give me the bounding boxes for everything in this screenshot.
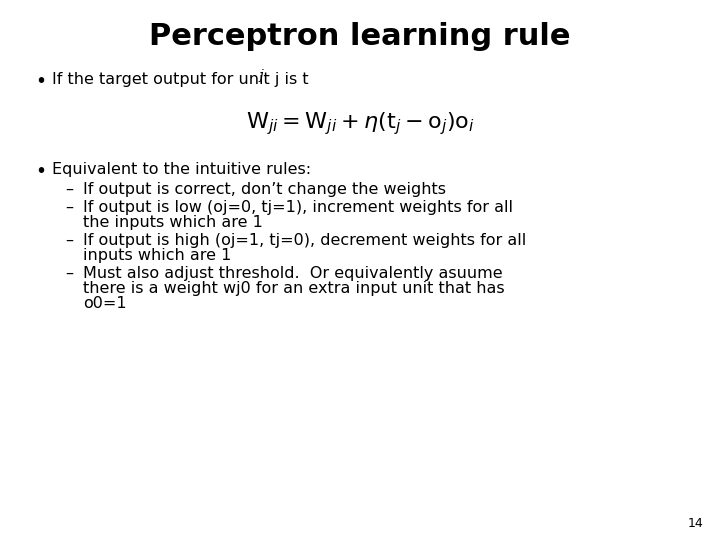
Text: Equivalent to the intuitive rules:: Equivalent to the intuitive rules: [52, 162, 311, 177]
Text: $\mathsf{W}_{ji} = \mathsf{W}_{ji} + \eta(\mathsf{t}_{j} - \mathsf{o}_{j})\maths: $\mathsf{W}_{ji} = \mathsf{W}_{ji} + \et… [246, 110, 474, 137]
Text: there is a weight wj0 for an extra input unit that has: there is a weight wj0 for an extra input… [83, 281, 505, 296]
Text: –: – [65, 266, 73, 281]
Text: Perceptron learning rule: Perceptron learning rule [149, 22, 571, 51]
Text: –: – [65, 182, 73, 197]
Text: 14: 14 [688, 517, 703, 530]
Text: –: – [65, 200, 73, 215]
Text: If the target output for unit j is t: If the target output for unit j is t [52, 72, 309, 87]
Text: inputs which are 1: inputs which are 1 [83, 248, 231, 263]
Text: If output is high (oj=1, tj=0), decrement weights for all: If output is high (oj=1, tj=0), decremen… [83, 233, 526, 248]
Text: o0=1: o0=1 [83, 296, 127, 311]
Text: –: – [65, 233, 73, 248]
Text: If output is correct, don’t change the weights: If output is correct, don’t change the w… [83, 182, 446, 197]
Text: Must also adjust threshold.  Or equivalently asuume: Must also adjust threshold. Or equivalen… [83, 266, 503, 281]
Text: •: • [35, 162, 46, 181]
Text: If output is low (oj=0, tj=1), increment weights for all: If output is low (oj=0, tj=1), increment… [83, 200, 513, 215]
Text: •: • [35, 72, 46, 91]
Text: the inputs which are 1: the inputs which are 1 [83, 215, 263, 230]
Text: j: j [259, 69, 263, 82]
